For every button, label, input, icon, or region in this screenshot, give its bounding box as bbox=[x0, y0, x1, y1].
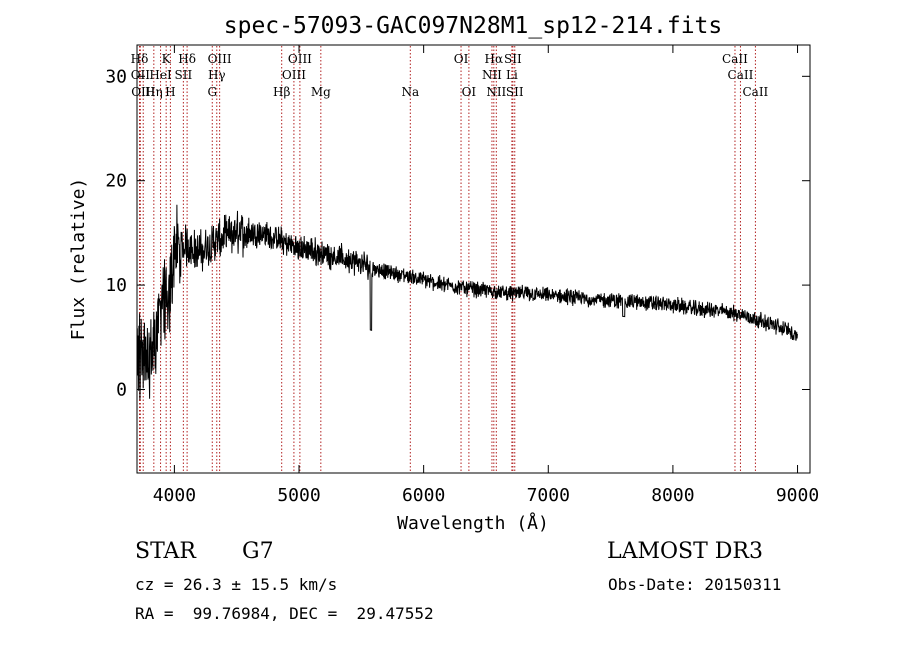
y-tick-label: 20 bbox=[105, 171, 127, 192]
line-marker-label: H bbox=[165, 85, 175, 99]
object-subclass: G7 bbox=[242, 539, 274, 564]
y-tick-label: 0 bbox=[116, 379, 127, 400]
spectrum-line bbox=[136, 204, 798, 400]
line-marker-label: Na bbox=[401, 85, 419, 99]
observation-date: Obs-Date: 20150311 bbox=[608, 575, 782, 594]
redshift-cz: cz = 26.3 ± 15.5 km/s bbox=[135, 575, 338, 594]
line-marker-label: Hδ bbox=[178, 52, 196, 66]
x-tick-label: 8000 bbox=[651, 485, 694, 506]
line-marker-label: OI bbox=[454, 52, 469, 66]
chart-title: spec-57093-GAC097N28M1_sp12-214.fits bbox=[224, 13, 723, 39]
line-marker-label: OIII bbox=[208, 52, 232, 66]
line-marker-label: CaII bbox=[722, 52, 748, 66]
line-marker-label: SII bbox=[506, 85, 524, 99]
x-tick-label: 7000 bbox=[527, 485, 570, 506]
x-tick-label: 6000 bbox=[402, 485, 445, 506]
line-marker-label: Hα bbox=[485, 52, 504, 66]
line-marker-label: OIII bbox=[282, 68, 306, 82]
y-tick-label: 10 bbox=[105, 275, 127, 296]
plot-frame bbox=[136, 44, 811, 474]
line-marker-label: HeI bbox=[149, 68, 172, 82]
line-marker-label: OI bbox=[462, 85, 477, 99]
line-marker-label: Hγ bbox=[208, 68, 226, 82]
line-marker-label: K bbox=[162, 52, 172, 66]
line-marker-label: Hδ bbox=[131, 52, 149, 66]
line-marker-label: Hη bbox=[145, 85, 163, 99]
ra-dec-coordinates: RA = 99.76984, DEC = 29.47552 bbox=[135, 604, 434, 623]
line-marker-label: CaII bbox=[742, 85, 768, 99]
y-axis-label: Flux (relative) bbox=[68, 178, 89, 341]
line-marker-label: G bbox=[207, 85, 217, 99]
survey-name: LAMOST DR3 bbox=[607, 539, 763, 564]
line-marker-label: SII bbox=[175, 68, 193, 82]
line-markers bbox=[138, 46, 756, 472]
line-marker-label: CaII bbox=[728, 68, 754, 82]
line-marker-label: Mg bbox=[311, 85, 331, 99]
line-marker-label: SII bbox=[504, 52, 522, 66]
line-marker-label: OII bbox=[131, 68, 151, 82]
line-marker-label: Li bbox=[506, 68, 518, 82]
y-tick-label: 30 bbox=[105, 66, 127, 87]
line-marker-label: OIII bbox=[288, 52, 312, 66]
y-axis-ticks: 0 10 20 30 bbox=[105, 66, 810, 400]
x-tick-label: 4000 bbox=[153, 485, 196, 506]
x-tick-label: 5000 bbox=[277, 485, 320, 506]
x-axis-label: Wavelength (Å) bbox=[397, 512, 549, 534]
line-marker-label: NII bbox=[482, 68, 502, 82]
line-marker-label: NII bbox=[486, 85, 506, 99]
object-class: STAR bbox=[135, 539, 196, 564]
x-axis-ticks: 4000 5000 6000 7000 8000 9000 bbox=[153, 45, 819, 506]
x-tick-label: 9000 bbox=[776, 485, 819, 506]
line-marker-label: Hβ bbox=[273, 85, 290, 99]
